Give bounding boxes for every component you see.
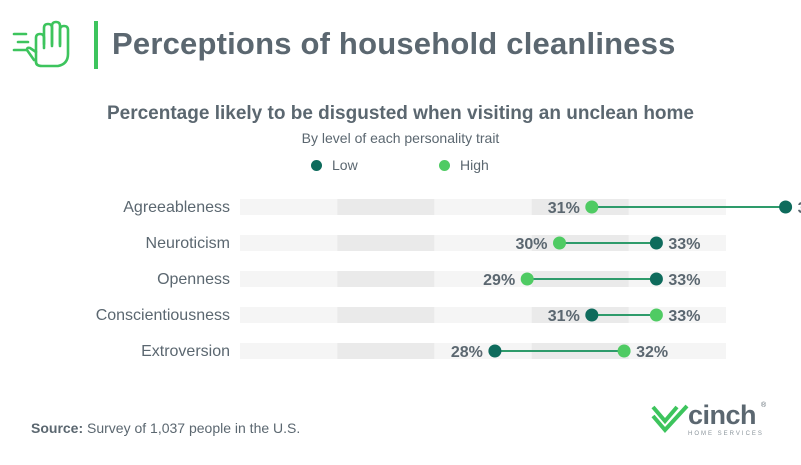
- band-segment-conscientiousness: [337, 307, 435, 323]
- band-segment-agreeableness: [531, 199, 629, 215]
- value-label-left-agreeableness: 31%: [548, 200, 580, 217]
- source-note: Source: Survey of 1,037 people in the U.…: [31, 420, 300, 436]
- title-divider: [94, 21, 98, 69]
- high-point-extroversion: [617, 344, 631, 358]
- value-label-left-openness: 29%: [483, 272, 515, 289]
- band-segment-agreeableness: [240, 199, 338, 215]
- legend-dot-high: [439, 160, 450, 171]
- low-point-neuroticism: [649, 236, 663, 250]
- value-label-right-extroversion: 32%: [636, 344, 668, 361]
- high-point-neuroticism: [553, 236, 566, 250]
- source-label: Source:: [31, 420, 84, 436]
- low-point-conscientiousness: [585, 308, 599, 322]
- band-segment-extroversion: [434, 343, 532, 359]
- low-point-openness: [649, 272, 663, 286]
- high-point-openness: [520, 272, 534, 286]
- row-label-neuroticism: Neuroticism: [145, 235, 230, 252]
- row-label-agreeableness: Agreeableness: [123, 199, 230, 216]
- logo-registered-mark: ®: [761, 402, 767, 409]
- value-label-right-conscientiousness: 33%: [668, 308, 700, 325]
- logo-tagline: HOME SERVICES: [688, 431, 764, 437]
- band-segment-agreeableness: [434, 199, 532, 215]
- row-label-extroversion: Extroversion: [141, 343, 230, 360]
- band-segment-neuroticism: [434, 235, 532, 251]
- source-text: Survey of 1,037 people in the U.S.: [87, 420, 301, 436]
- row-label-openness: Openness: [157, 271, 230, 288]
- legend-label-low: Low: [332, 157, 358, 173]
- chart-subtitle: By level of each personality trait: [301, 130, 500, 146]
- band-segment-extroversion: [240, 343, 338, 359]
- cinch-check-icon: [651, 404, 689, 434]
- value-label-right-neuroticism: 33%: [668, 236, 700, 253]
- band-segment-conscientiousness: [434, 307, 532, 323]
- low-point-agreeableness: [779, 200, 793, 214]
- band-segment-neuroticism: [240, 235, 338, 251]
- band-segment-conscientiousness: [531, 307, 629, 323]
- chart-title: Percentage likely to be disgusted when v…: [106, 103, 695, 124]
- page-title: Perceptions of household cleanliness: [112, 26, 676, 61]
- value-label-left-extroversion: 28%: [451, 344, 483, 361]
- band-segment-extroversion: [628, 343, 726, 359]
- value-label-right-agreeableness: 37%: [798, 200, 801, 217]
- band-segment-agreeableness: [337, 199, 435, 215]
- low-point-extroversion: [488, 344, 502, 358]
- row-label-conscientiousness: Conscientiousness: [95, 307, 230, 324]
- value-label-left-conscientiousness: 31%: [548, 308, 580, 325]
- high-point-agreeableness: [585, 200, 599, 214]
- band-segment-openness: [240, 271, 338, 287]
- cinch-logo: cinch ® HOME SERVICES: [650, 400, 770, 444]
- value-label-left-neuroticism: 30%: [515, 236, 547, 253]
- legend-label-high: High: [460, 157, 489, 173]
- band-segment-extroversion: [337, 343, 435, 359]
- band-segment-openness: [337, 271, 435, 287]
- value-label-right-openness: 33%: [668, 272, 700, 289]
- logo-wordmark: cinch: [688, 400, 757, 430]
- band-segment-conscientiousness: [240, 307, 338, 323]
- cleaning-hand-icon: [12, 20, 70, 68]
- high-point-conscientiousness: [649, 308, 663, 322]
- band-segment-openness: [434, 271, 532, 287]
- legend-dot-low: [311, 160, 322, 171]
- band-segment-neuroticism: [337, 235, 435, 251]
- header: Perceptions of household cleanliness: [0, 0, 801, 80]
